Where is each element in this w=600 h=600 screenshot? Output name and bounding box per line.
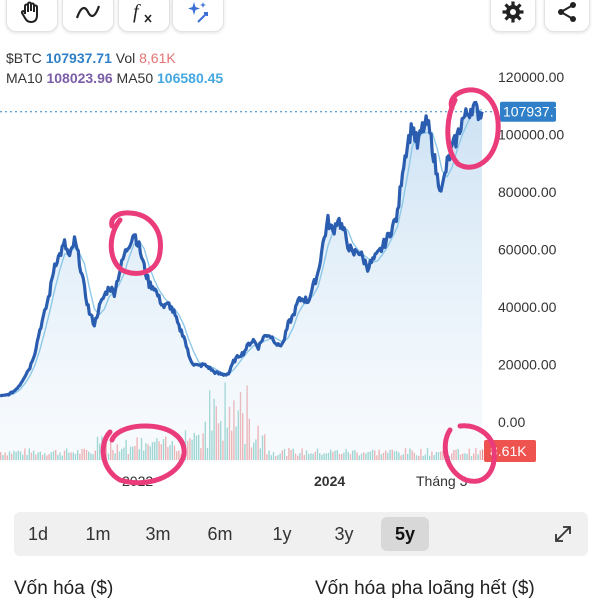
fx-indicator-icon: f [133,1,152,23]
range-label: 3m [145,523,171,544]
range-3m[interactable]: 3m [134,517,182,551]
ma10-value: 108023.96 [46,70,113,86]
annotation-circle-peak-2021 [108,210,163,276]
range-label: 3y [334,523,354,544]
trend-line-button[interactable] [62,0,114,32]
price-legend: $BTC 107937.71 Vol 8,61K [6,50,176,66]
ma50-value: 106580.45 [157,70,224,86]
volume-bar [481,449,484,460]
indicator-button[interactable]: f [118,0,170,32]
y-axis: 120000.00 100000.00 80000.00 60000.00 40000.… [498,69,564,430]
svg-text:107937.71: 107937.71 [503,104,569,120]
expand-icon [555,526,571,542]
share-icon [558,2,576,22]
vol-label: Vol [115,50,136,66]
y-tick-label: 120000.00 [498,69,564,85]
fully-diluted-cap-label: Vốn hóa pha loãng hết ($) [315,578,535,599]
range-label: 1m [85,523,111,544]
current-price-tag: 107937.71 [500,101,569,122]
moving-average-line [0,108,483,397]
annotation-circle-vol-2022 [100,423,187,486]
symbol-label: $BTC [6,50,42,66]
market-cap-label: Vốn hóa ($) [14,578,114,599]
price-line [0,100,484,398]
annotation-circle-vol-2025 [442,423,497,484]
ma-legend: MA10 108023.96 MA50 106580.45 [6,70,223,86]
range-5y[interactable]: 5y [381,517,429,551]
svg-text:f: f [133,1,141,23]
range-label: 1y [272,523,292,544]
volume-tag: 8.61K [484,440,536,462]
x-tick-label: 2024 [314,473,345,489]
price-value: 107937.71 [45,50,112,66]
price-area [0,102,482,463]
range-label: 5y [394,523,416,544]
range-1m[interactable]: 1m [74,517,122,551]
y-tick-label: 40000.00 [498,299,557,315]
x-axis: 2022 2024 Tháng 3 [122,473,468,489]
settings-button[interactable] [490,0,536,32]
svg-text:8.61K: 8.61K [490,443,527,459]
y-tick-label: 80000.00 [498,184,557,200]
y-tick-label: 20000.00 [498,357,557,373]
y-tick-label: 60000.00 [498,242,557,258]
price-chart[interactable]: 120000.00 100000.00 80000.00 60000.00 40000.… [0,60,600,510]
annotation-circle-peak-2025 [445,87,501,170]
range-6m[interactable]: 6m [196,517,244,551]
ma50-label: MA50 [116,70,154,86]
y-tick-label: 100000.00 [498,127,564,143]
x-tick-label: Tháng 3 [416,473,468,489]
vol-value: 8,61K [139,50,176,66]
hand-draw-icon [20,1,38,23]
range-1d[interactable]: 1d [14,517,62,551]
range-label: 6m [207,523,233,544]
range-1y[interactable]: 1y [258,517,306,551]
draw-tool-button[interactable] [6,0,58,32]
sparkle-icon [188,2,208,23]
magic-button[interactable] [172,0,224,32]
range-label: 1d [27,523,49,544]
fullscreen-button[interactable] [548,520,578,548]
gear-icon [502,1,524,23]
range-3y[interactable]: 3y [320,517,368,551]
annotation-circles [100,87,501,486]
ma10-label: MA10 [6,70,43,86]
y-tick-label: 0.00 [498,414,525,430]
time-range-selector: 1d 1m 3m 6m 1y 3y 5y [14,512,588,556]
trend-line-icon [75,5,101,19]
share-button[interactable] [544,0,590,32]
